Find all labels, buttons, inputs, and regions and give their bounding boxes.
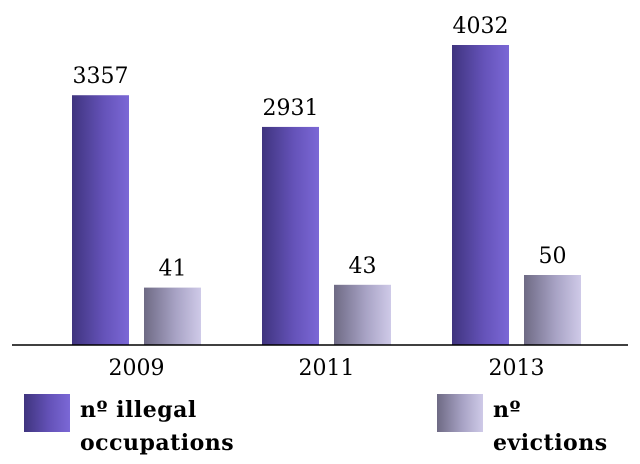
- bar-evictions-2011: [334, 284, 391, 345]
- x-tick-label-2011: 2011: [299, 356, 355, 381]
- value-label-illegal-occupations-2011: 2931: [263, 96, 319, 121]
- legend-swatch-evictions: [437, 394, 483, 432]
- legend-label-evictions: nº evictions: [493, 397, 608, 456]
- bar-illegal-occupations-2013: [452, 45, 509, 345]
- bar-chart: 3357 41 2931 43 4032 50 2009 2011 2013: [12, 14, 628, 381]
- x-tick-label-2009: 2009: [109, 356, 165, 381]
- value-label-evictions-2011: 43: [349, 254, 377, 279]
- bar-illegal-occupations-2011: [262, 126, 319, 345]
- bar-evictions-2009: [144, 287, 201, 345]
- bar-evictions-2013: [524, 275, 581, 345]
- value-label-illegal-occupations-2009: 3357: [73, 64, 129, 89]
- legend-item-evictions: nº evictions: [437, 394, 640, 460]
- value-label-evictions-2013: 50: [539, 244, 567, 269]
- legend-swatch-illegal-occupations: [24, 394, 70, 432]
- value-label-illegal-occupations-2013: 4032: [453, 14, 509, 39]
- x-tick-label-2013: 2013: [489, 356, 545, 381]
- legend-label-illegal-occupations: nº illegal occupations: [80, 397, 235, 456]
- bar-illegal-occupations-2009: [72, 95, 129, 346]
- legend-item-illegal-occupations: nº illegal occupations: [24, 394, 250, 460]
- value-label-evictions-2009: 41: [159, 257, 187, 282]
